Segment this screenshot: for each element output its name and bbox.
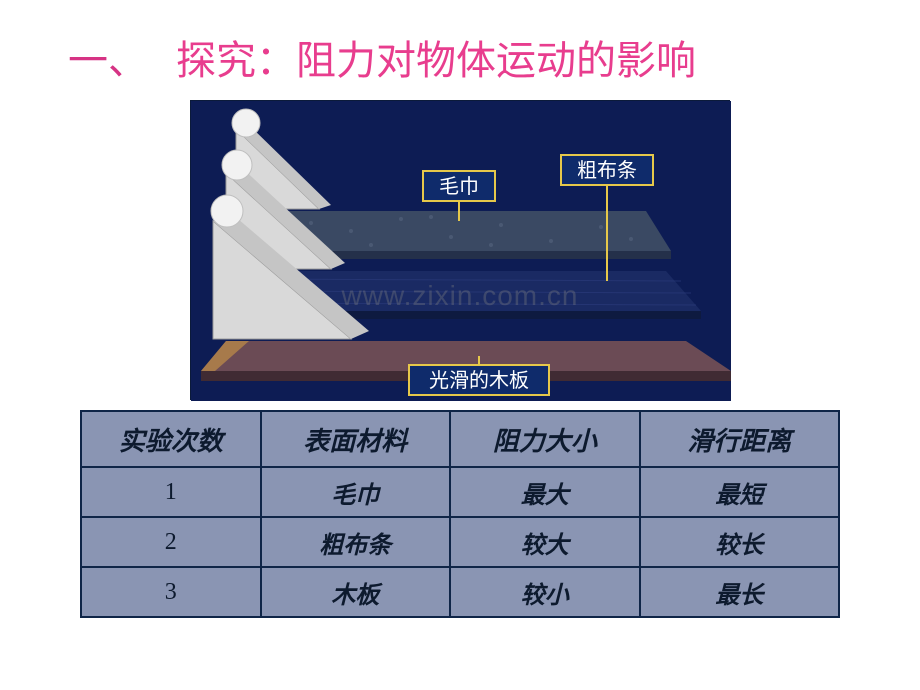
svg-text:光滑的木板: 光滑的木板 [429,369,529,392]
cell-force: 较大 [450,517,640,567]
experiment-table: 实验次数 表面材料 阻力大小 滑行距离 1 毛巾 最大 最短 2 粗布条 较大 … [80,410,840,618]
col-header-force: 阻力大小 [450,411,640,467]
col-header-num: 实验次数 [81,411,261,467]
cell-num: 1 [81,467,261,517]
page-title-row: 一、 探究：阻力对物体运动的影响 [0,0,920,86]
cell-material: 毛巾 [261,467,451,517]
table-header-row: 实验次数 表面材料 阻力大小 滑行距离 [81,411,839,467]
diagram-svg: 毛巾 粗布条 光滑的木板 [191,101,731,401]
cell-distance: 最长 [640,567,839,617]
svg-text:毛巾: 毛巾 [439,175,479,198]
cell-distance: 较长 [640,517,839,567]
cell-material: 木板 [261,567,451,617]
svg-text:粗布条: 粗布条 [577,159,637,182]
cell-num: 3 [81,567,261,617]
title-text: 探究：阻力对物体运动的影响 [176,28,696,86]
table-row: 2 粗布条 较大 较长 [81,517,839,567]
cell-distance: 最短 [640,467,839,517]
cell-num: 2 [81,517,261,567]
col-header-material: 表面材料 [261,411,451,467]
table-row: 1 毛巾 最大 最短 [81,467,839,517]
cell-material: 粗布条 [261,517,451,567]
experiment-diagram: 毛巾 粗布条 光滑的木板 [190,100,730,400]
cell-force: 最大 [450,467,640,517]
table-row: 3 木板 较小 最长 [81,567,839,617]
title-ordinal: 一、 [68,28,148,86]
col-header-distance: 滑行距离 [640,411,839,467]
cell-force: 较小 [450,567,640,617]
